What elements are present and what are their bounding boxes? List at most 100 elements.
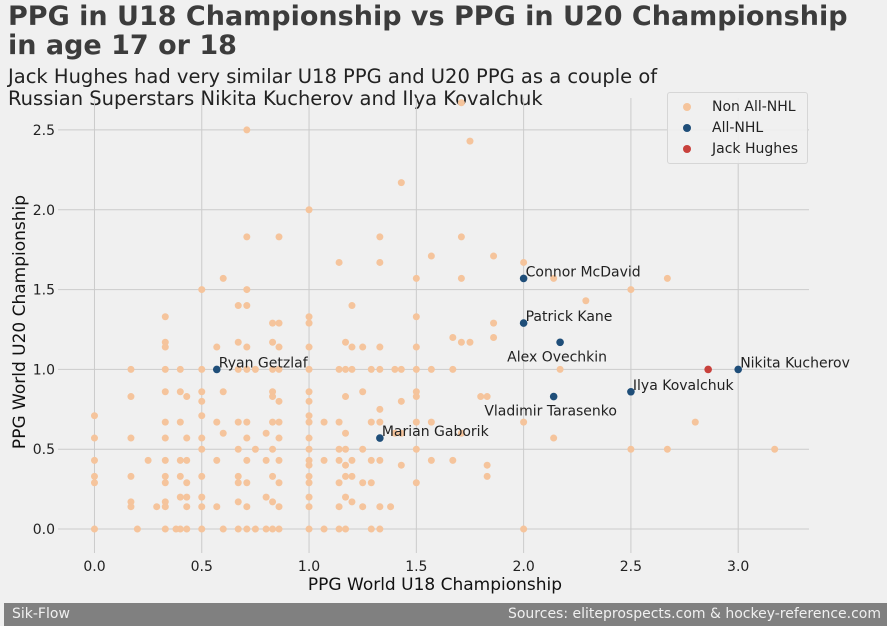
non-all-nhl-point — [243, 343, 251, 351]
non-all-nhl-point — [183, 434, 191, 442]
non-all-nhl-point — [477, 393, 485, 401]
non-all-nhl-point — [161, 388, 169, 396]
non-all-nhl-point — [376, 525, 384, 533]
non-all-nhl-point — [275, 503, 283, 511]
non-all-nhl-point — [243, 302, 251, 310]
non-all-nhl-point — [243, 365, 251, 373]
x-tick-label: 1.5 — [405, 559, 427, 575]
non-all-nhl-point — [161, 343, 169, 351]
all-nhl-point — [627, 387, 635, 396]
non-all-nhl-point — [427, 418, 435, 426]
non-all-nhl-point — [335, 503, 343, 511]
non-all-nhl-point — [234, 479, 242, 487]
non-all-nhl-point — [198, 493, 206, 501]
jack-hughes-point — [704, 365, 712, 374]
non-all-nhl-point — [198, 388, 206, 396]
non-all-nhl-point — [213, 503, 221, 511]
non-all-nhl-point — [342, 493, 350, 501]
x-tick-label: 2.0 — [512, 559, 534, 575]
non-all-nhl-point — [305, 388, 313, 396]
non-all-nhl-point — [305, 503, 313, 511]
non-all-nhl-point — [376, 503, 384, 511]
non-all-nhl-point — [161, 456, 169, 464]
non-all-nhl-point — [305, 313, 313, 321]
non-all-nhl-point — [198, 445, 206, 453]
chart-subtitle: Jack Hughes had very similar U18 PPG and… — [8, 65, 658, 110]
non-all-nhl-point — [275, 525, 283, 533]
non-all-nhl-point — [305, 206, 313, 214]
non-all-nhl-point — [243, 525, 251, 533]
non-all-nhl-point — [176, 493, 184, 501]
non-all-nhl-point — [176, 525, 184, 533]
non-all-nhl-point — [183, 525, 191, 533]
non-all-nhl-point — [348, 302, 356, 310]
point-annotation: Vladimir Tarasenko — [484, 404, 617, 420]
non-all-nhl-point — [376, 456, 384, 464]
non-all-nhl-point — [335, 525, 343, 533]
legend-item: Non All-NHL — [668, 96, 807, 117]
non-all-nhl-point — [305, 479, 313, 487]
non-all-nhl-point — [305, 472, 313, 480]
non-all-nhl-point — [262, 456, 270, 464]
non-all-nhl-point — [412, 445, 420, 453]
non-all-nhl-point — [412, 365, 420, 373]
non-all-nhl-point — [234, 418, 242, 426]
legend-swatch — [683, 102, 691, 111]
non-all-nhl-point — [335, 258, 343, 266]
y-axis-label: PPG World U20 Championship — [10, 195, 30, 449]
legend: Non All-NHL All-NHL Jack Hughes — [667, 92, 808, 164]
non-all-nhl-point — [262, 525, 270, 533]
y-tick-label: 2.0 — [33, 203, 55, 219]
non-all-nhl-point — [243, 479, 251, 487]
non-all-nhl-point — [305, 365, 313, 373]
non-all-nhl-point — [269, 445, 277, 453]
non-all-nhl-point — [127, 472, 135, 480]
non-all-nhl-point — [305, 525, 313, 533]
non-all-nhl-point — [269, 319, 277, 327]
non-all-nhl-point — [275, 343, 283, 351]
non-all-nhl-point — [359, 503, 367, 511]
non-all-nhl-point — [691, 418, 699, 426]
non-all-nhl-point — [397, 179, 405, 187]
non-all-nhl-point — [457, 274, 465, 282]
non-all-nhl-point — [397, 397, 405, 405]
non-all-nhl-point — [457, 338, 465, 346]
non-all-nhl-point — [176, 456, 184, 464]
non-all-nhl-point — [213, 456, 221, 464]
non-all-nhl-point — [161, 472, 169, 480]
non-all-nhl-point — [275, 434, 283, 442]
non-all-nhl-point — [198, 397, 206, 405]
non-all-nhl-point — [133, 525, 141, 533]
non-all-nhl-point — [466, 137, 474, 145]
non-all-nhl-point — [262, 429, 270, 437]
scatter-plot: 0.0 0.5 1.0 1.5 2.0 2.5 3.0 0.0 0.5 1.0 1.5 2.0 2.5… — [10, 98, 850, 595]
non-all-nhl-point — [367, 456, 375, 464]
non-all-nhl-point — [234, 525, 242, 533]
data-points — [90, 99, 779, 533]
non-all-nhl-point — [412, 388, 420, 396]
non-all-nhl-point — [550, 434, 558, 442]
non-all-nhl-point — [198, 412, 206, 420]
non-all-nhl-point — [269, 393, 277, 401]
non-all-nhl-point — [275, 319, 283, 327]
non-all-nhl-point — [391, 429, 399, 437]
non-all-nhl-point — [359, 388, 367, 396]
non-all-nhl-point — [243, 233, 251, 241]
non-all-nhl-point — [427, 365, 435, 373]
non-all-nhl-point — [219, 274, 227, 282]
non-all-nhl-point — [376, 365, 384, 373]
footer-sources: Sources: eliteprospects.com & hockey-ref… — [507, 606, 881, 622]
non-all-nhl-point — [412, 393, 420, 401]
non-all-nhl-point — [663, 445, 671, 453]
non-all-nhl-point — [457, 99, 465, 107]
non-all-nhl-point — [243, 456, 251, 464]
non-all-nhl-point — [161, 365, 169, 373]
non-all-nhl-point — [161, 418, 169, 426]
non-all-nhl-point — [219, 388, 227, 396]
all-nhl-point — [376, 434, 384, 442]
non-all-nhl-point — [348, 456, 356, 464]
non-all-nhl-point — [391, 365, 399, 373]
non-all-nhl-point — [127, 498, 135, 506]
non-all-nhl-point — [90, 412, 98, 420]
non-all-nhl-point — [359, 479, 367, 487]
